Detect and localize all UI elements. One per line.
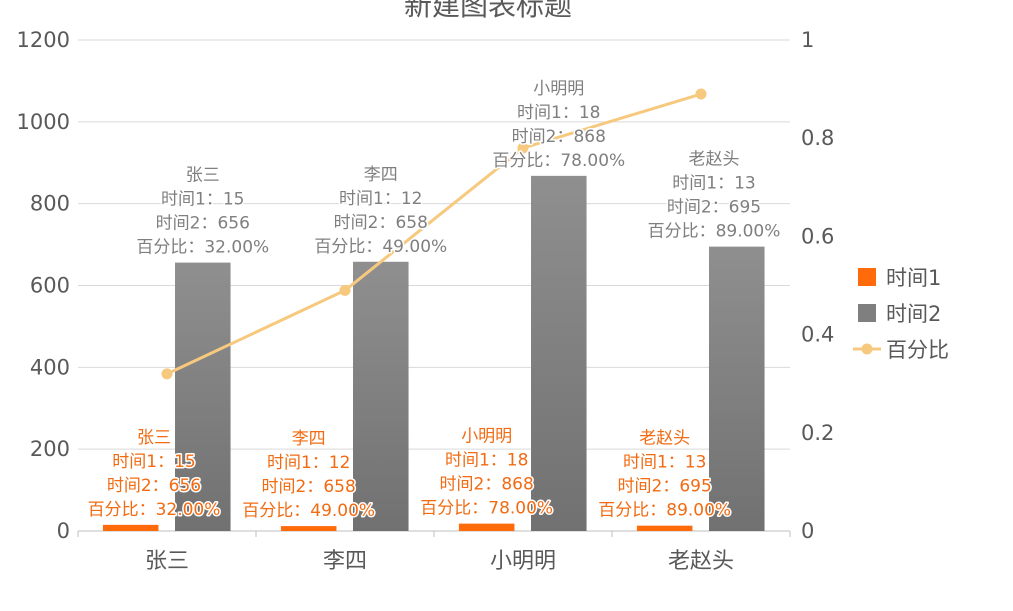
legend-point-marker xyxy=(861,343,873,355)
bar-series-1-category-1 xyxy=(102,524,159,531)
x-tick-label: 小明明 xyxy=(490,549,556,574)
y-tick-label: 0 xyxy=(57,519,70,543)
bar-series-1-category-2 xyxy=(280,526,337,531)
bar-series-1-category-3 xyxy=(458,523,515,531)
legend-item: 时间2 xyxy=(858,302,941,326)
legend-item: 时间1 xyxy=(858,266,941,290)
data-label-line: 张三 xyxy=(186,166,220,186)
data-label-line: 时间2：868 xyxy=(512,127,606,147)
series-line xyxy=(166,92,702,376)
line-point-3 xyxy=(517,142,529,154)
bar-series-1-category-4 xyxy=(636,525,693,531)
data-label-line: 时间1：13 xyxy=(623,453,706,473)
line-point-2 xyxy=(339,284,351,296)
y-tick-label: 600 xyxy=(30,274,70,298)
data-label-line: 时间2：695 xyxy=(618,477,712,497)
legend-swatch xyxy=(858,304,876,322)
data-label-line: 百分比：89.00% xyxy=(648,222,781,242)
data-label-line: 时间1：12 xyxy=(267,453,350,473)
data-label-line: 百分比：49.00% xyxy=(242,501,375,521)
data-label-line: 小明明 xyxy=(461,427,512,447)
y2-tick-label: 0.8 xyxy=(801,126,834,150)
legend-label: 百分比 xyxy=(886,338,949,362)
y2-tick-label: 0 xyxy=(801,519,814,543)
data-label-line: 时间2：656 xyxy=(107,476,201,496)
data-label-line: 时间1：15 xyxy=(161,190,244,210)
x-tick-label: 李四 xyxy=(323,549,367,574)
legend: 时间1 时间2 百分比 xyxy=(853,266,949,362)
bars xyxy=(102,175,765,532)
data-label-line: 时间2：658 xyxy=(334,213,428,233)
data-label-line: 小明明 xyxy=(533,79,584,99)
x-tick-label: 张三 xyxy=(145,549,189,574)
data-label-line: 时间1：18 xyxy=(517,103,600,123)
bar-series-2-category-3 xyxy=(531,175,587,532)
y-tick-label: 200 xyxy=(30,437,70,461)
data-label-line: 老赵头 xyxy=(639,429,690,449)
data-label-line: 时间2：868 xyxy=(440,475,534,495)
data-label-line: 张三 xyxy=(137,428,171,448)
y-tick-label: 1000 xyxy=(17,110,70,134)
line-point-4 xyxy=(695,88,707,100)
data-label-line: 时间1：12 xyxy=(339,189,422,209)
line-series xyxy=(161,88,707,380)
data-label-line: 百分比：32.00% xyxy=(88,500,221,520)
line-point-1 xyxy=(161,368,173,380)
y-tick-label: 800 xyxy=(30,192,70,216)
y2-tick-label: 0.6 xyxy=(801,224,834,248)
x-tick-label: 老赵头 xyxy=(668,549,734,574)
data-label-line: 百分比：78.00% xyxy=(420,499,553,519)
data-label-line: 时间2：695 xyxy=(667,198,761,218)
data-label-line: 百分比：32.00% xyxy=(136,238,269,258)
data-label-line: 李四 xyxy=(292,429,326,449)
bar-series-2-category-2 xyxy=(353,261,409,531)
axes: 02004006008001000120000.20.40.60.81张三 李四小… xyxy=(17,28,835,574)
y2-tick-label: 0.2 xyxy=(801,421,834,445)
bar-series-2-category-1 xyxy=(175,262,231,531)
data-label-line: 李四 xyxy=(364,165,398,185)
data-label-line: 时间2：658 xyxy=(262,477,356,497)
legend-label: 时间2 xyxy=(886,302,941,326)
legend-swatch xyxy=(858,268,876,286)
y-tick-label: 400 xyxy=(30,355,70,379)
y2-tick-label: 0.4 xyxy=(801,323,834,347)
data-label-line: 时间1：15 xyxy=(112,452,195,472)
y-tick-label: 1200 xyxy=(17,28,70,52)
legend-item: 百分比 xyxy=(853,338,949,362)
data-label-line: 时间1：18 xyxy=(445,451,528,471)
data-label-line: 老赵头 xyxy=(689,150,740,170)
legend-label: 时间1 xyxy=(886,266,941,290)
data-label-line: 时间1：13 xyxy=(672,174,755,194)
bar-series-2-category-4 xyxy=(709,246,765,532)
data-label-line: 时间2：656 xyxy=(156,214,250,234)
chart-title: 新建图表标题 xyxy=(404,0,572,22)
data-label-line: 百分比：78.00% xyxy=(492,151,625,171)
y2-tick-label: 1 xyxy=(801,28,814,52)
data-label-line: 百分比：89.00% xyxy=(598,501,731,521)
data-labels: 张三时间1：15时间2：656百分比：32.00%李四时间1：12时间2：658… xyxy=(86,77,782,522)
data-label-line: 百分比：49.00% xyxy=(314,237,447,257)
